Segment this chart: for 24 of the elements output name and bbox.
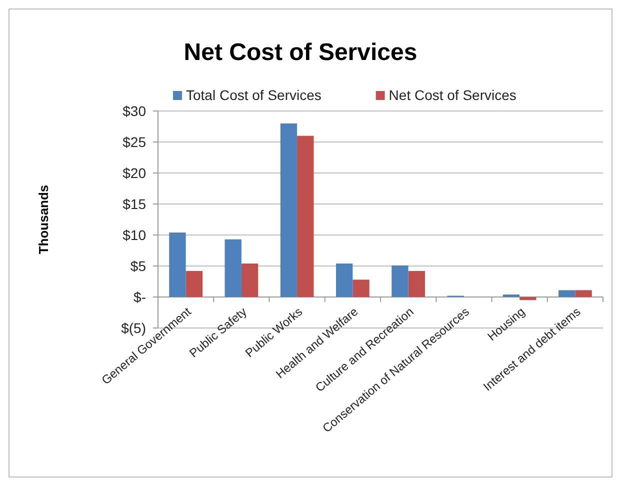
legend-label: Net Cost of Services	[388, 87, 516, 103]
y-tick-label: $5	[130, 258, 146, 274]
y-tick-label: $15	[122, 196, 146, 212]
y-axis-title: Thousands	[36, 184, 51, 254]
bar	[520, 297, 536, 300]
bar	[280, 123, 298, 297]
bar	[408, 270, 425, 297]
bar	[224, 239, 242, 297]
bar	[186, 270, 202, 297]
bar	[336, 264, 353, 297]
bar	[575, 290, 592, 297]
bar	[558, 290, 576, 297]
bar	[352, 280, 370, 297]
y-tick-label: $10	[122, 226, 146, 243]
bar	[392, 265, 408, 297]
bar	[241, 264, 258, 297]
y-tick-label: $25	[122, 134, 146, 150]
y-tick-label: $-	[134, 288, 146, 305]
y-tick-label: $20	[122, 164, 146, 181]
bar	[297, 136, 314, 297]
y-tick-label: $30	[122, 102, 146, 119]
bar	[169, 232, 186, 297]
legend-label: Total Cost of Services	[186, 87, 322, 103]
chart-title: Net Cost of Services	[184, 39, 418, 66]
